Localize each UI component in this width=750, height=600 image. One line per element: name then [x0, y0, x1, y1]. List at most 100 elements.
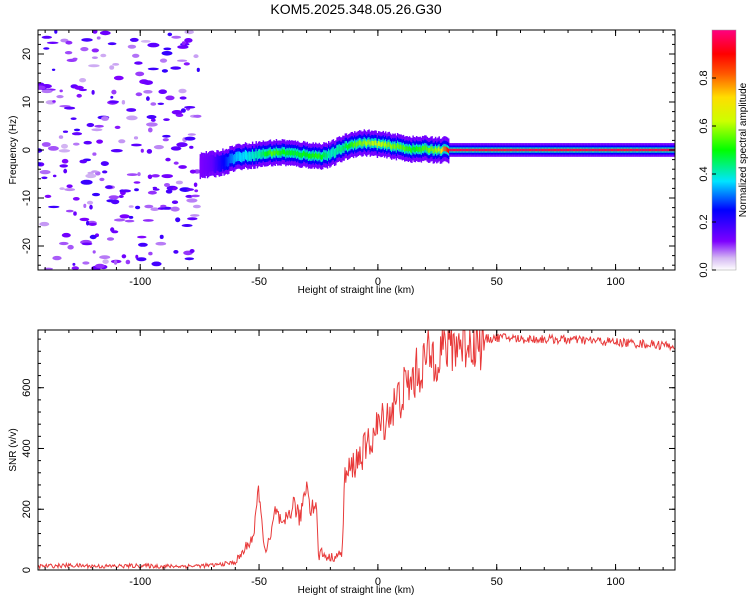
ridge-cell: [299, 152, 301, 158]
noise-speckle: [110, 95, 114, 99]
ridge-cell: [227, 159, 229, 165]
ridge-cell: [507, 148, 509, 152]
ridge-cell: [242, 154, 244, 159]
ridge-cell: [235, 154, 237, 160]
ridge-cell: [527, 148, 530, 152]
noise-speckle: [41, 176, 48, 180]
noise-speckle: [113, 218, 126, 222]
ridge-cell: [263, 151, 266, 157]
ridge-cell: [462, 148, 464, 152]
ridge-cell: [642, 148, 645, 152]
ridge-cell: [626, 148, 628, 152]
noise-speckle: [151, 261, 162, 267]
ridge-cell: [266, 151, 268, 157]
ridge-cell: [298, 152, 300, 157]
ridge-cell: [666, 148, 669, 152]
ridge-cell: [499, 148, 501, 152]
ridge-cell: [344, 143, 347, 149]
ridge-cell: [362, 141, 364, 146]
ridge-cell: [539, 148, 541, 152]
ridge-cell: [230, 156, 232, 161]
ridge-cell: [380, 142, 382, 148]
noise-speckle: [54, 30, 58, 34]
ridge-cell: [410, 147, 412, 153]
ridge-cell: [505, 148, 507, 152]
noise-speckle: [107, 42, 117, 46]
noise-speckle: [165, 189, 173, 194]
noise-speckle: [109, 65, 115, 70]
noise-speckle: [102, 170, 108, 174]
ridge-cell: [500, 148, 502, 152]
ridge-cell: [647, 148, 650, 152]
noise-speckle: [114, 125, 121, 129]
colorbar-label: Normalized spectral amplitude: [738, 82, 749, 217]
ridge-cell: [412, 145, 414, 151]
snr-x-ticks: -100 -50 0 50 100: [44, 330, 664, 588]
ridge-cell: [203, 162, 205, 168]
ridge-cell: [276, 150, 279, 156]
noise-speckle: [179, 96, 187, 100]
noise-speckle: [61, 158, 69, 164]
ridge-cell: [318, 152, 320, 158]
ridge-cell: [620, 148, 622, 152]
ridge-cell: [280, 150, 282, 156]
noise-speckle: [73, 211, 77, 216]
ridge-cell: [640, 148, 642, 152]
noise-speckle: [59, 89, 63, 93]
noise-speckle: [44, 194, 52, 198]
noise-speckle: [43, 47, 50, 50]
noise-speckle: [86, 200, 94, 205]
ridge-cell: [222, 158, 224, 164]
ridge-cell: [637, 148, 639, 152]
ridge-cell: [565, 148, 568, 152]
ridge-cell: [339, 147, 342, 153]
noise-speckle: [92, 152, 97, 156]
noise-speckle: [118, 195, 124, 198]
ridge-cell: [514, 148, 517, 152]
ridge-cell: [406, 146, 408, 151]
ridge-cell: [229, 156, 231, 161]
ridge-cell: [312, 152, 314, 158]
noise-speckle: [72, 57, 78, 61]
ridge-cell: [503, 148, 506, 152]
noise-speckle: [99, 30, 111, 36]
ridge-cell: [325, 152, 328, 158]
ridge-cell: [400, 144, 402, 150]
ridge-cell: [526, 148, 528, 152]
ridge-cell: [550, 148, 552, 152]
ridge-cell: [488, 148, 490, 152]
noise-speckle: [147, 67, 159, 71]
ridge-cell: [279, 150, 281, 156]
ridge-cell: [452, 148, 455, 152]
ridge-cell: [398, 144, 400, 149]
ridge-cell: [415, 146, 418, 151]
noise-speckle: [110, 199, 120, 205]
noise-speckle: [64, 188, 76, 192]
ridge-cell: [497, 148, 500, 152]
ridge-cell: [657, 148, 659, 152]
ridge-cell: [322, 154, 324, 160]
noise-speckle: [70, 117, 77, 120]
noise-speckle: [92, 192, 100, 197]
noise-speckle: [99, 177, 105, 182]
ridge-cell: [443, 146, 445, 152]
ridge-cell: [371, 140, 374, 146]
ridge-cell: [287, 150, 290, 156]
ridge-cell: [381, 142, 383, 147]
noise-speckle: [88, 64, 100, 68]
ridge-cell: [629, 148, 632, 152]
noise-speckle: [183, 62, 190, 66]
ridge-cell: [249, 154, 251, 159]
noise-speckle: [144, 204, 154, 209]
noise-speckle: [96, 36, 101, 40]
noise-speckle: [143, 90, 153, 94]
ridge-cell: [419, 146, 421, 152]
ridge-cell: [238, 153, 241, 159]
ridge-cell: [352, 143, 355, 148]
ridge-cell: [204, 163, 206, 169]
ridge-cell: [653, 148, 656, 152]
ridge-cell: [221, 161, 223, 166]
noise-speckle: [142, 80, 153, 85]
ridge-cell: [336, 147, 338, 153]
noise-speckle: [133, 181, 141, 184]
